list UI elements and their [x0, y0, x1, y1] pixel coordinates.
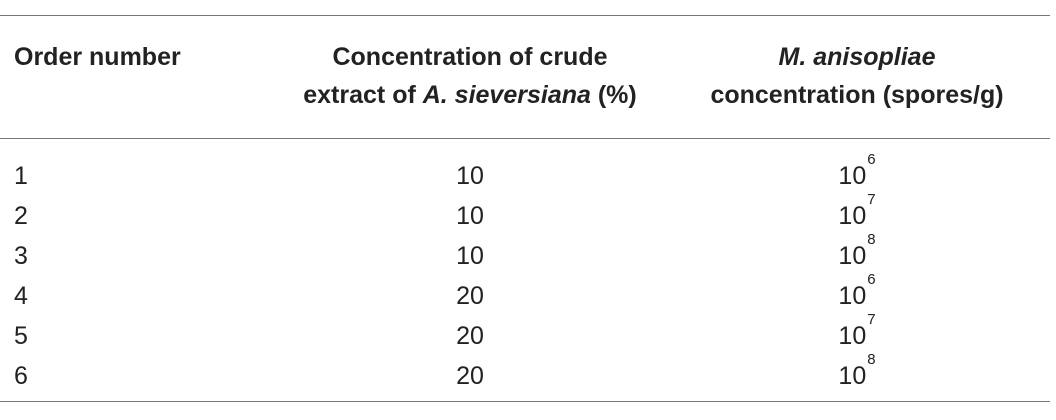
cell-order-number: 5 [14, 322, 28, 350]
header-spore-concentration: M. anisopliae concentration (spores/g) [672, 38, 1042, 114]
spore-exponent: 7 [867, 191, 876, 208]
spore-base: 10 [838, 202, 867, 230]
header-extract-concentration: Concentration of crude extract of A. sie… [270, 38, 670, 114]
cell-spore-concentration: 106 [672, 272, 1042, 316]
spore-exponent: 6 [867, 271, 876, 288]
cell-extract-concentration: 20 [456, 362, 484, 390]
header-species-name: A. sieversiana [422, 81, 591, 109]
spore-base: 10 [838, 322, 867, 350]
header-order-number-label: Order number [14, 43, 181, 71]
spore-base: 10 [838, 162, 867, 190]
cell-order-number: 4 [14, 282, 28, 310]
cell-extract-concentration: 10 [456, 202, 484, 230]
cell-spore-concentration: 106 [672, 152, 1042, 196]
table-bottom-rule [0, 401, 1050, 402]
spore-exponent: 6 [867, 151, 876, 168]
table-row: 5 20 107 [0, 312, 1056, 356]
cell-order-number: 2 [14, 202, 28, 230]
header-spore-line1: M. anisopliae [672, 38, 1042, 76]
spore-exponent: 8 [867, 351, 876, 368]
table-top-rule [0, 15, 1050, 16]
table-row: 6 20 108 [0, 352, 1056, 396]
header-spore-line2: concentration (spores/g) [710, 81, 1004, 109]
cell-extract-concentration: 20 [456, 322, 484, 350]
spore-base: 10 [838, 362, 867, 390]
spore-exponent: 7 [867, 311, 876, 328]
table-row: 3 10 108 [0, 232, 1056, 276]
spore-base: 10 [838, 282, 867, 310]
table-row: 4 20 106 [0, 272, 1056, 316]
cell-extract-concentration: 20 [456, 282, 484, 310]
cell-spore-concentration: 108 [672, 232, 1042, 276]
header-extract-line2-post: (%) [590, 81, 637, 109]
cell-order-number: 6 [14, 362, 28, 390]
cell-spore-concentration: 108 [672, 352, 1042, 396]
cell-spore-concentration: 107 [672, 192, 1042, 236]
cell-spore-concentration: 107 [672, 312, 1042, 356]
header-fungus-name: M. anisopliae [778, 43, 936, 71]
table-row: 1 10 106 [0, 152, 1056, 196]
table-row: 2 10 107 [0, 192, 1056, 236]
table-header-rule [0, 138, 1050, 139]
header-extract-line1: Concentration of crude [332, 43, 608, 71]
cell-extract-concentration: 10 [456, 162, 484, 190]
cell-extract-concentration: 10 [456, 242, 484, 270]
header-extract-line2: extract of A. sieversiana (%) [270, 76, 670, 114]
spore-exponent: 8 [867, 231, 876, 248]
spore-base: 10 [838, 242, 867, 270]
header-extract-line2-pre: extract of [303, 81, 423, 109]
cell-order-number: 3 [14, 242, 28, 270]
cell-order-number: 1 [14, 162, 28, 190]
header-order-number: Order number [14, 38, 181, 76]
